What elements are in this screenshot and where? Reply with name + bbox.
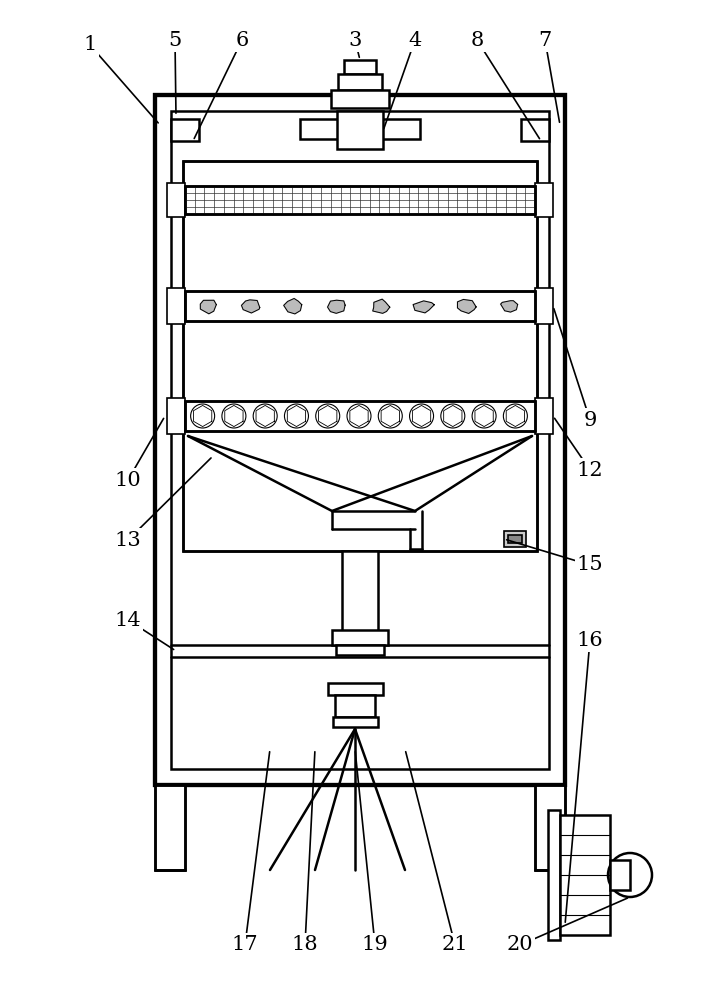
Polygon shape — [457, 299, 476, 313]
Text: 1: 1 — [84, 35, 97, 54]
Bar — [535, 398, 553, 434]
Bar — [344, 60, 376, 74]
Circle shape — [503, 404, 527, 428]
Text: 13: 13 — [115, 530, 141, 550]
Text: 9: 9 — [583, 410, 597, 430]
Circle shape — [253, 404, 277, 428]
Polygon shape — [242, 300, 260, 313]
Bar — [560, 815, 610, 935]
Bar — [336, 645, 384, 655]
Text: 4: 4 — [408, 30, 422, 49]
Bar — [155, 785, 185, 870]
Bar — [335, 695, 375, 717]
Polygon shape — [283, 298, 301, 314]
Bar — [185, 401, 535, 431]
Text: 19: 19 — [362, 936, 389, 954]
Bar — [338, 74, 382, 90]
Bar — [332, 630, 388, 645]
Bar — [155, 95, 565, 785]
Text: 8: 8 — [470, 30, 484, 49]
Bar — [171, 119, 199, 141]
Text: 15: 15 — [577, 556, 603, 574]
Polygon shape — [327, 300, 345, 313]
Circle shape — [316, 404, 340, 428]
Polygon shape — [373, 299, 390, 313]
Bar — [185, 291, 535, 321]
Bar — [328, 683, 383, 695]
Bar — [300, 119, 420, 139]
Text: 10: 10 — [115, 471, 141, 489]
Bar — [171, 111, 549, 769]
Circle shape — [190, 404, 215, 428]
Bar — [167, 183, 185, 217]
Bar — [167, 288, 185, 324]
Bar — [331, 90, 389, 108]
Text: 6: 6 — [235, 30, 249, 49]
Polygon shape — [413, 301, 434, 313]
Bar — [185, 186, 535, 214]
Circle shape — [410, 404, 433, 428]
Text: 5: 5 — [169, 30, 182, 49]
Bar — [342, 551, 378, 645]
Text: 14: 14 — [115, 610, 141, 630]
Bar — [185, 401, 535, 431]
Bar — [185, 291, 535, 321]
Bar — [183, 161, 537, 551]
Bar — [185, 186, 535, 214]
Bar — [535, 288, 553, 324]
Polygon shape — [200, 300, 216, 314]
Bar — [155, 95, 565, 785]
Text: 18: 18 — [292, 936, 318, 954]
Circle shape — [608, 853, 652, 897]
Circle shape — [222, 404, 246, 428]
Bar — [535, 183, 553, 217]
Bar — [333, 717, 378, 727]
Bar — [183, 161, 537, 551]
Bar — [508, 535, 522, 543]
Circle shape — [347, 404, 371, 428]
Bar — [535, 785, 565, 870]
Polygon shape — [500, 301, 518, 312]
Bar — [548, 810, 560, 940]
Bar — [167, 398, 185, 434]
Bar — [337, 111, 383, 149]
Bar — [610, 860, 630, 890]
Text: 3: 3 — [348, 30, 362, 49]
Circle shape — [285, 404, 309, 428]
Circle shape — [441, 404, 465, 428]
Text: 16: 16 — [577, 631, 603, 650]
Text: 17: 17 — [231, 936, 258, 954]
Bar — [504, 531, 526, 547]
Bar — [155, 785, 185, 870]
Text: 12: 12 — [577, 460, 603, 480]
Bar — [535, 785, 565, 870]
Text: 7: 7 — [539, 30, 552, 49]
Text: 20: 20 — [507, 936, 534, 954]
Bar — [521, 119, 549, 141]
Circle shape — [472, 404, 496, 428]
Circle shape — [379, 404, 402, 428]
Text: 21: 21 — [442, 936, 469, 954]
